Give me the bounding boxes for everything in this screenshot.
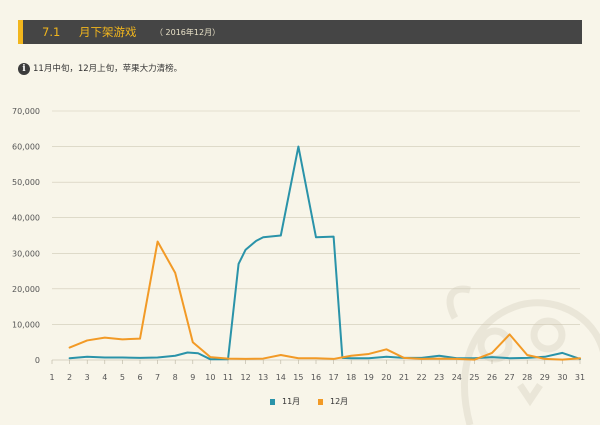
note-text: 11月中旬，12月上旬，苹果大力清榜。 [33, 64, 183, 74]
owl-watermark-icon [446, 285, 600, 425]
x-tick-label: 11 [223, 373, 233, 382]
x-tick-label: 23 [434, 373, 444, 382]
x-tick-label: 25 [469, 373, 479, 382]
legend-swatch-nov [270, 399, 275, 405]
x-tick-label: 5 [120, 373, 125, 382]
x-tick-label: 6 [137, 373, 142, 382]
y-axis-ticks: 0 10,000 20,000 30,000 40,000 50,000 60,000 70,… [12, 107, 40, 365]
section-title: 月下架游戏 [79, 25, 137, 39]
x-tick-label: 2 [67, 373, 72, 382]
x-tick-label: 18 [346, 373, 356, 382]
x-tick-label: 1 [49, 373, 54, 382]
legend-label-nov: 11月 [282, 397, 301, 406]
y-tick-label: 70,000 [12, 107, 40, 116]
x-tick-label: 7 [155, 373, 160, 382]
x-tick-label: 27 [505, 373, 515, 382]
section-number: 7.1 [42, 25, 61, 39]
x-tick-label: 29 [540, 373, 550, 382]
x-tick-label: 30 [557, 373, 567, 382]
x-tick-label: 4 [102, 373, 107, 382]
grid-lines [52, 110, 580, 361]
y-tick-label: 40,000 [12, 214, 40, 223]
x-tick-label: 3 [85, 373, 90, 382]
x-tick-label: 20 [381, 373, 391, 382]
x-axis-ticks: 1 2 3 4 5 6 7 8 9 10 11 12 13 14 15 16 17 18 19 20 21 22 23 24 2… [49, 360, 585, 382]
x-tick-label: 13 [258, 373, 268, 382]
x-tick-label: 10 [205, 373, 215, 382]
x-tick-label: 31 [575, 373, 585, 382]
x-tick-label: 15 [293, 373, 303, 382]
x-tick-label: 19 [364, 373, 374, 382]
y-tick-label: 60,000 [12, 143, 40, 152]
section-date: （ 2016年12月） [155, 28, 221, 37]
y-tick-label: 10,000 [12, 320, 40, 329]
x-tick-label: 24 [452, 373, 462, 382]
x-tick-label: 16 [311, 373, 321, 382]
chart-legend: 11月 12月 [270, 396, 360, 408]
y-tick-label: 0 [35, 356, 40, 365]
info-icon: i [18, 63, 30, 75]
y-tick-label: 30,000 [12, 249, 40, 258]
x-tick-label: 14 [276, 373, 286, 382]
x-tick-label: 21 [399, 373, 409, 382]
legend-label-dec: 12月 [330, 397, 349, 406]
x-tick-label: 12 [241, 373, 251, 382]
y-tick-label: 20,000 [12, 285, 40, 294]
x-tick-label: 26 [487, 373, 497, 382]
x-tick-label: 28 [522, 373, 532, 382]
x-tick-label: 17 [329, 373, 339, 382]
series-line-dec [68, 240, 581, 361]
series-line-nov [68, 145, 581, 361]
y-tick-label: 50,000 [12, 178, 40, 187]
x-tick-label: 22 [417, 373, 427, 382]
x-tick-label: 9 [190, 373, 195, 382]
x-tick-label: 8 [173, 373, 178, 382]
section-header: 7.1 月下架游戏 （ 2016年12月） [18, 20, 582, 44]
series-lines [68, 145, 581, 361]
legend-swatch-dec [318, 399, 323, 405]
header-accent-bar [18, 20, 23, 44]
